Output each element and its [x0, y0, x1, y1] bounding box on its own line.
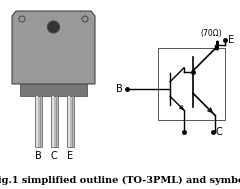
Circle shape [48, 21, 60, 33]
Bar [158, 48, 225, 120]
Text: C: C [51, 151, 57, 161]
Text: E: E [67, 151, 73, 161]
Text: (70Ω): (70Ω) [200, 29, 222, 38]
Bar [52, 96, 54, 147]
Circle shape [19, 16, 25, 22]
Bar [40, 96, 41, 147]
Bar [68, 96, 70, 147]
Text: B: B [35, 151, 41, 161]
Bar [50, 96, 58, 147]
Text: Fig.1 simplified outline (TO-3PML) and symbol: Fig.1 simplified outline (TO-3PML) and s… [0, 176, 240, 185]
Polygon shape [12, 11, 95, 84]
Bar [72, 96, 73, 147]
Circle shape [82, 16, 88, 22]
Polygon shape [20, 84, 87, 96]
Bar [55, 96, 57, 147]
Text: C: C [216, 127, 223, 137]
Bar [66, 96, 73, 147]
Text: E: E [228, 35, 234, 45]
Text: B: B [116, 84, 123, 94]
Bar [36, 96, 37, 147]
Bar [35, 96, 42, 147]
